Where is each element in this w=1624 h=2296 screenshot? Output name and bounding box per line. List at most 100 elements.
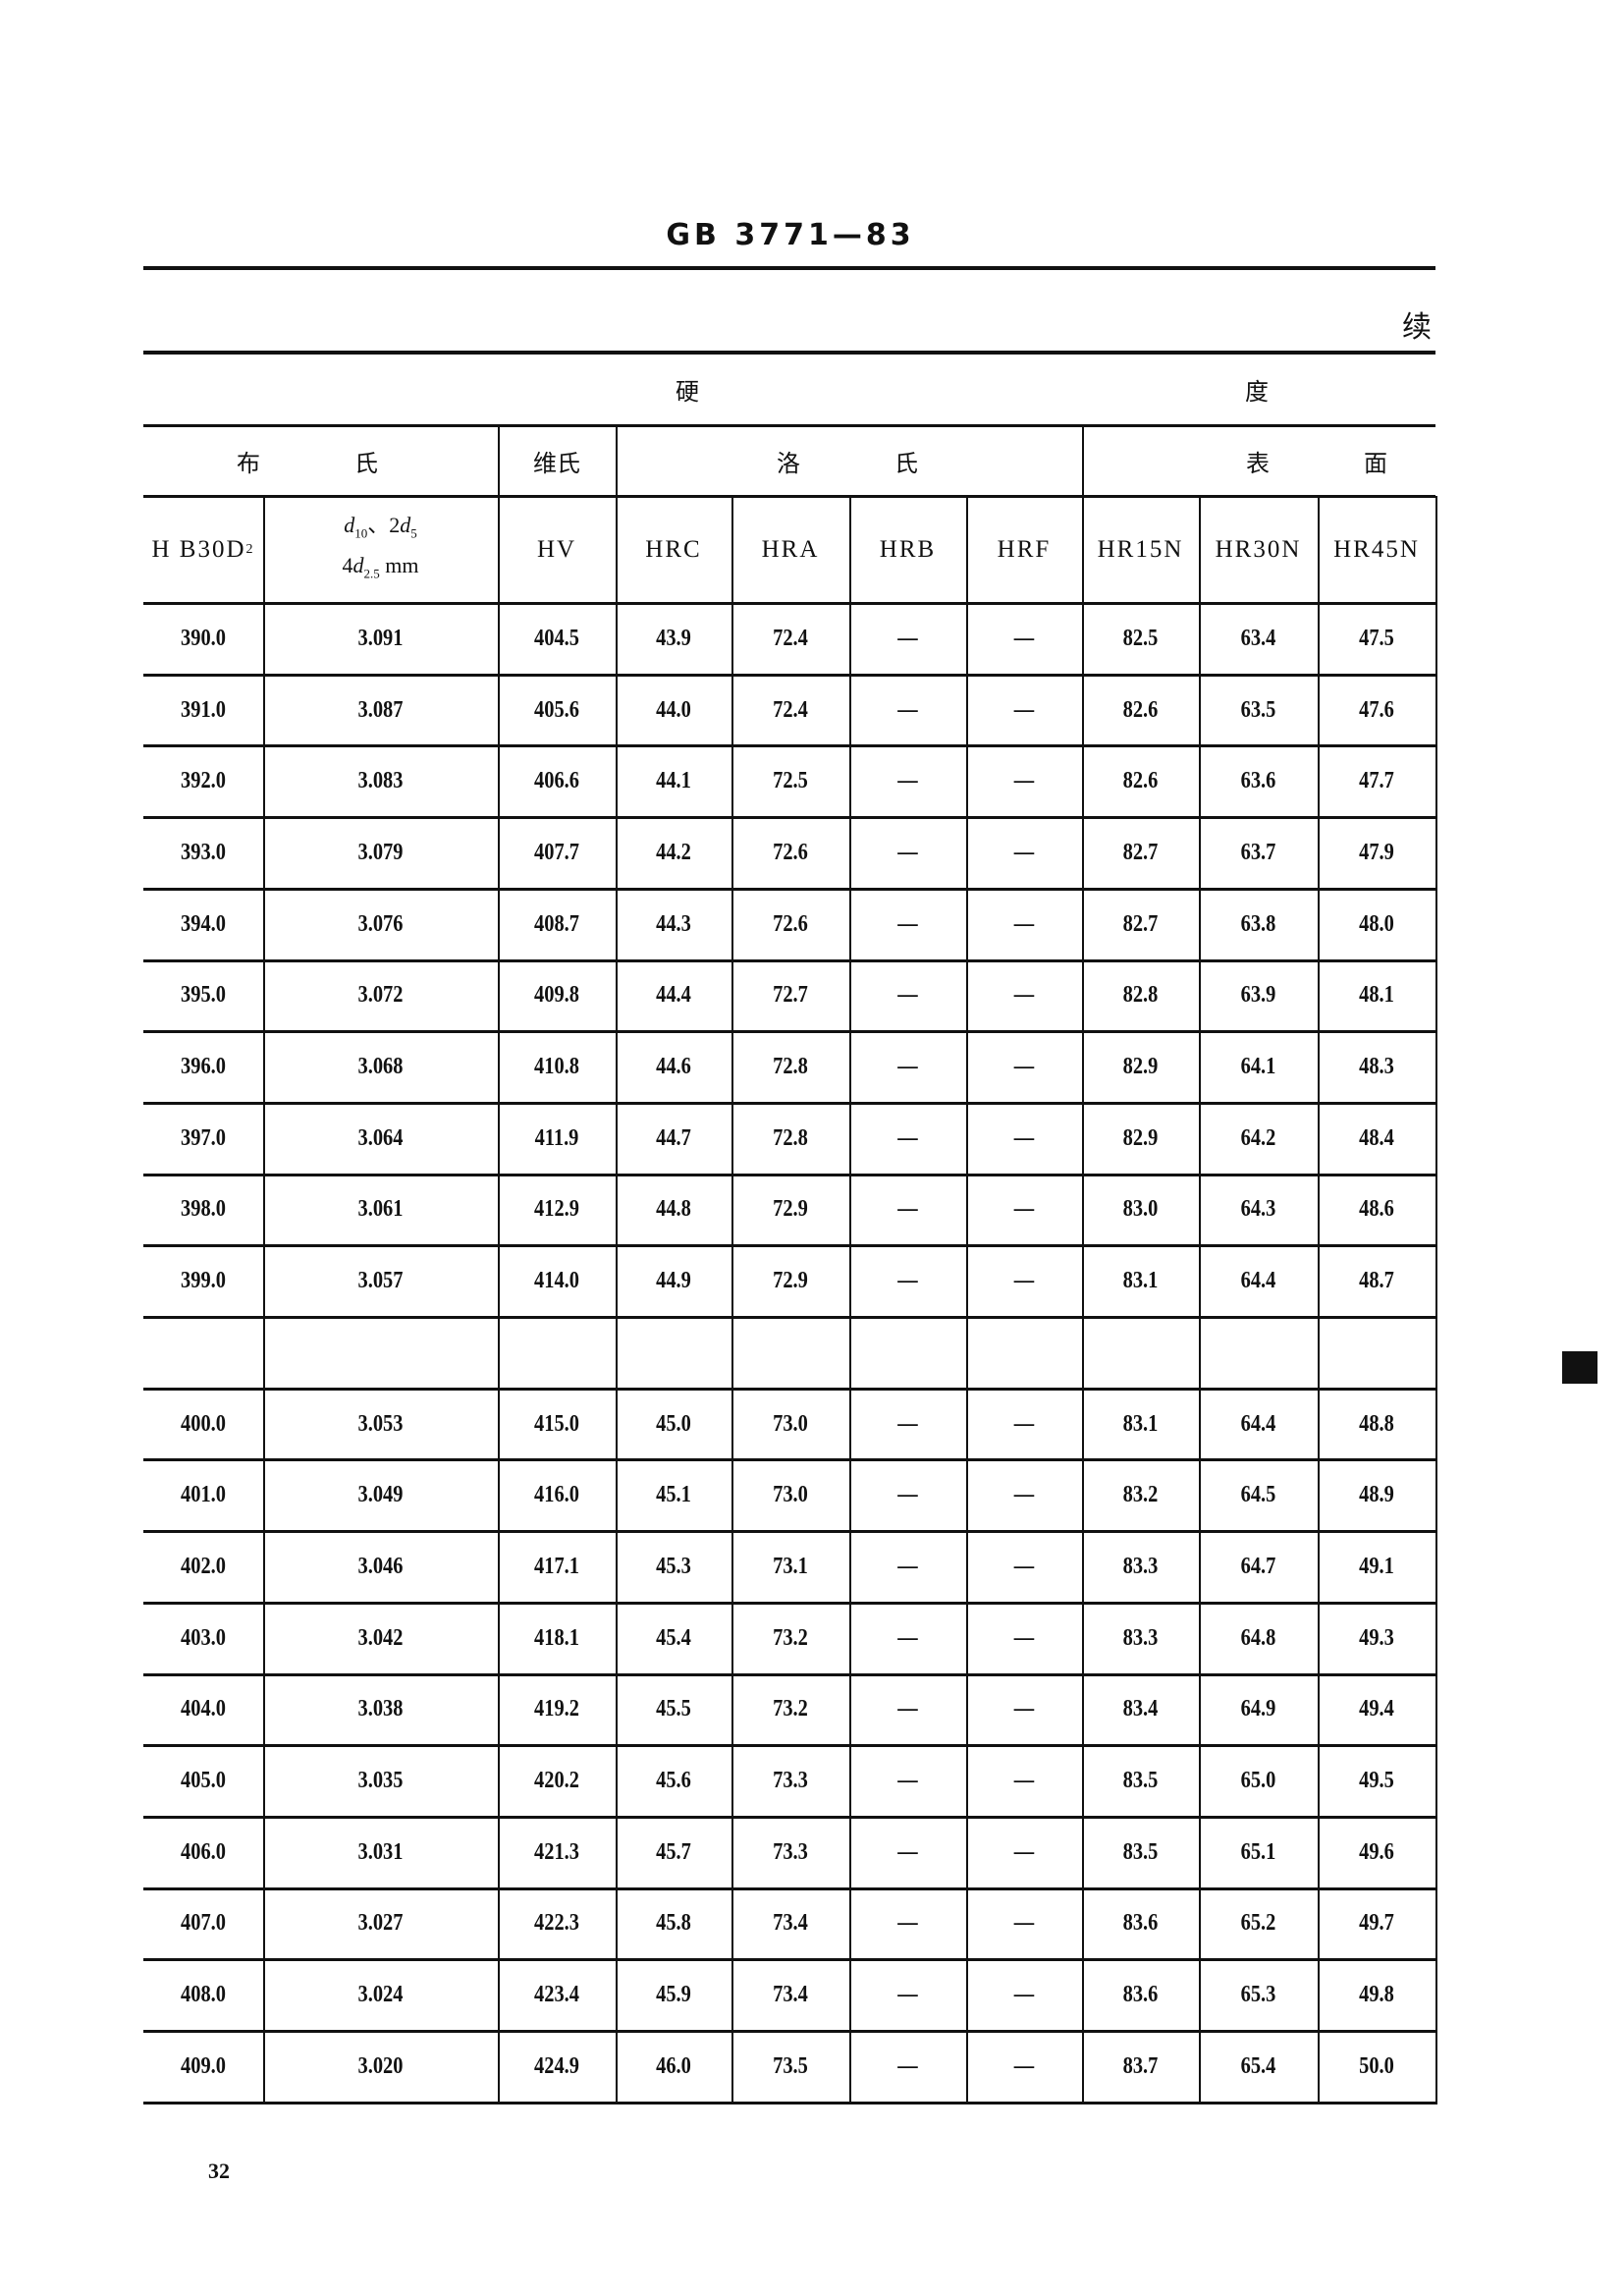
cell-hv: 404.5 — [534, 625, 579, 651]
cell-hrc: 45.8 — [656, 1910, 691, 1937]
cell-hr15n: 83.1 — [1122, 1410, 1159, 1437]
cell-hv: 415.0 — [534, 1410, 579, 1437]
cell-hr45n: 47.7 — [1359, 768, 1394, 794]
cell-hb: 405.0 — [181, 1768, 226, 1794]
cell-hrf: — — [1013, 1553, 1035, 1579]
cell-hb: 400.0 — [181, 1410, 226, 1437]
cell-hr30n: 63.8 — [1240, 910, 1276, 937]
cell-hv: 412.9 — [534, 1196, 579, 1223]
cell-hr45n: 49.3 — [1359, 1624, 1394, 1651]
cell-hv: 408.7 — [534, 910, 579, 937]
cell-hra: 72.6 — [773, 839, 808, 865]
cell-hrf: — — [1013, 1910, 1035, 1937]
cell-hrf: — — [1013, 1838, 1035, 1865]
cell-hr45n: 47.5 — [1359, 625, 1394, 651]
superficial-label-2: 面 — [1364, 449, 1387, 477]
column-rule — [1318, 496, 1320, 2103]
cell-d: 3.035 — [357, 1768, 404, 1794]
row-rule — [143, 1601, 1437, 1605]
d-sub: 10 — [354, 525, 368, 541]
cell-hb: 391.0 — [181, 696, 226, 723]
cell-hr15n: 82.5 — [1122, 625, 1159, 651]
cell-hb: 402.0 — [181, 1553, 226, 1579]
cell-hrb: — — [897, 910, 918, 937]
cell-hr15n: 82.8 — [1122, 982, 1159, 1009]
cell-d: 3.057 — [357, 1268, 404, 1294]
cell-hb: 394.0 — [181, 910, 226, 937]
cell-hrc: 45.5 — [656, 1696, 691, 1722]
cell-hv: 419.2 — [534, 1696, 579, 1722]
cell-hb: 397.0 — [181, 1124, 226, 1151]
cell-hrc — [624, 1317, 723, 1389]
cell-hrb — [858, 1317, 957, 1389]
cell-hr15n — [1091, 1317, 1190, 1389]
cell-hra: 72.5 — [773, 768, 808, 794]
cell-hrb: — — [897, 1553, 918, 1579]
cell-hrc: 45.3 — [656, 1553, 691, 1579]
cell-hra — [740, 1317, 840, 1389]
cell-hrb: — — [897, 1054, 918, 1080]
d-sub: 2.5 — [363, 565, 380, 580]
column-rule — [1082, 425, 1084, 496]
cell-d: 3.091 — [357, 625, 404, 651]
continued-label: 续 — [1402, 310, 1432, 345]
cell-hr45n: 49.1 — [1359, 1553, 1394, 1579]
cell-hr30n: 63.7 — [1240, 839, 1276, 865]
row-rule — [143, 1244, 1437, 1248]
cell-d: 3.079 — [357, 839, 404, 865]
cell-hv: 411.9 — [534, 1124, 579, 1151]
cell-hra: 72.9 — [773, 1196, 808, 1223]
cell-hra: 72.4 — [773, 696, 808, 723]
cell-hb: 390.0 — [181, 625, 226, 651]
cell-hv: 418.1 — [534, 1624, 579, 1651]
row-rule — [143, 602, 1437, 605]
column-header-hv: HV — [536, 535, 577, 563]
cell-hrf: — — [1013, 1124, 1035, 1151]
cell-hrc: 44.0 — [656, 696, 691, 723]
cell-hb: 392.0 — [181, 768, 226, 794]
cell-hrc: 44.3 — [656, 910, 691, 937]
group-label-hardness-2: 度 — [1245, 377, 1269, 406]
column-header-indentation-diameter: d10、2d5 4d2.5 mm — [263, 496, 498, 603]
cell-d: 3.031 — [357, 1838, 404, 1865]
cell-d: 3.061 — [357, 1196, 404, 1223]
column-header-hra: HRA — [761, 535, 820, 563]
row-rule — [143, 2030, 1437, 2033]
d-symbol: d — [352, 552, 364, 577]
row-rule — [143, 1672, 1437, 1676]
cell-hv: 423.4 — [534, 1982, 579, 2008]
cell-hr30n: 64.8 — [1240, 1624, 1276, 1651]
column-header-hrc: HRC — [645, 535, 702, 563]
cell-hrb: — — [897, 1624, 918, 1651]
cell-hr30n: 63.5 — [1240, 696, 1276, 723]
cell-hra: 72.9 — [773, 1268, 808, 1294]
cell-hb: 407.0 — [181, 1910, 226, 1937]
cell-hv: 405.6 — [534, 696, 579, 723]
cell-hr15n: 83.5 — [1122, 1838, 1159, 1865]
cell-hb: 393.0 — [181, 839, 226, 865]
vickers-label: 维氏 — [533, 449, 580, 477]
cell-d: 3.027 — [357, 1910, 404, 1937]
column-header-hb: H B30D 2 — [143, 496, 263, 603]
cell-hr45n: 48.0 — [1359, 910, 1394, 937]
cell-hrb: — — [897, 1982, 918, 2008]
cell-d: 3.076 — [357, 910, 404, 937]
cell-hr15n: 82.6 — [1122, 768, 1159, 794]
cell-hra: 73.1 — [773, 1553, 808, 1579]
cell-hrb: — — [897, 1696, 918, 1722]
cell-hrf: — — [1013, 1196, 1035, 1223]
cell-hr45n: 48.6 — [1359, 1196, 1394, 1223]
hb-text: H B30D — [151, 535, 246, 563]
cell-hrc: 44.7 — [656, 1124, 691, 1151]
cell-hr30n: 64.4 — [1240, 1410, 1276, 1437]
cell-hv — [507, 1317, 607, 1389]
cell-hr45n: 49.6 — [1359, 1838, 1394, 1865]
cell-hr30n: 65.1 — [1240, 1838, 1276, 1865]
cell-hr15n: 83.0 — [1122, 1196, 1159, 1223]
cell-hr15n: 82.9 — [1122, 1124, 1159, 1151]
cell-hra: 73.2 — [773, 1696, 808, 1722]
cell-hrb: — — [897, 982, 918, 1009]
cell-hv: 424.9 — [534, 2052, 579, 2079]
cell-hr30n: 64.3 — [1240, 1196, 1276, 1223]
cell-hr30n: 65.2 — [1240, 1910, 1276, 1937]
